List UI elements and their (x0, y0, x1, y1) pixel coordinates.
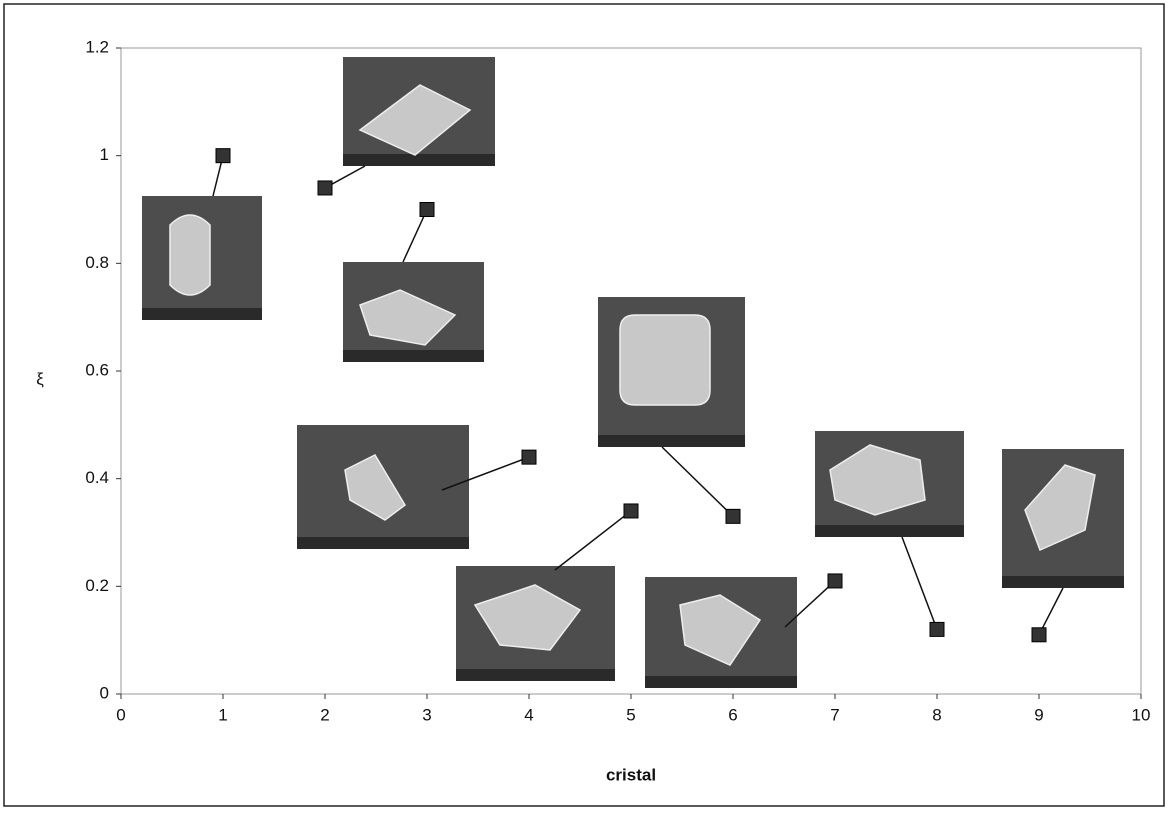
sem-image-footer (815, 525, 964, 537)
x-tick-label: 2 (320, 705, 329, 724)
crystal-shape (344, 454, 406, 521)
y-tick-label: 1 (100, 145, 109, 164)
crystal-shape (1024, 464, 1096, 552)
x-tick-label: 4 (524, 705, 533, 724)
connector (901, 536, 938, 630)
point (623, 503, 639, 519)
connector (1038, 587, 1064, 636)
point (419, 202, 435, 217)
crystal-shape (679, 594, 762, 666)
y-tick-label: 0.8 (85, 253, 109, 272)
connector (661, 446, 734, 517)
point (929, 621, 945, 637)
sem-image-footer (343, 154, 495, 166)
crystal-shape (619, 314, 711, 406)
crystal-shape (358, 84, 472, 156)
point (317, 180, 333, 196)
point (1031, 627, 1047, 643)
y-tick-label: 0 (100, 683, 109, 702)
sem-image-footer (645, 676, 797, 688)
x-tick-label: 0 (116, 705, 125, 724)
point (521, 449, 537, 465)
crystal-shape (473, 584, 582, 651)
x-tick-label: 9 (1034, 705, 1043, 724)
point (215, 148, 231, 164)
x-tick-label: 7 (830, 705, 839, 724)
micrographs (142, 57, 1124, 688)
x-tick-label: 5 (626, 705, 635, 724)
y-tick-label: 0.6 (85, 360, 109, 379)
connector (784, 580, 836, 628)
crystal-shape (829, 444, 926, 516)
y-tick-label: 1.2 (85, 37, 109, 56)
y-tick-label: 0.4 (85, 468, 109, 487)
sem-image-footer (456, 669, 615, 681)
connector (554, 510, 632, 571)
x-tick-label: 3 (422, 705, 431, 724)
sem-image-footer (142, 308, 262, 320)
x-tick-label: 6 (728, 705, 737, 724)
crystal-shape (359, 289, 457, 346)
y-axis-label: ξ (36, 369, 44, 388)
x-axis-label: cristal (606, 765, 656, 784)
x-tick-label: 8 (932, 705, 941, 724)
point (725, 508, 741, 524)
y-tick-label: 0.2 (85, 576, 109, 595)
x-tick-label: 10 (1132, 705, 1151, 724)
connector (402, 209, 428, 263)
sem-image-footer (598, 435, 745, 447)
x-tick-label: 1 (218, 705, 227, 724)
sem-image-footer (1002, 576, 1124, 588)
point (827, 573, 843, 589)
sem-image-footer (343, 350, 484, 362)
crystal-shape (169, 214, 211, 296)
sem-image-footer (297, 537, 469, 549)
connector (441, 456, 530, 491)
